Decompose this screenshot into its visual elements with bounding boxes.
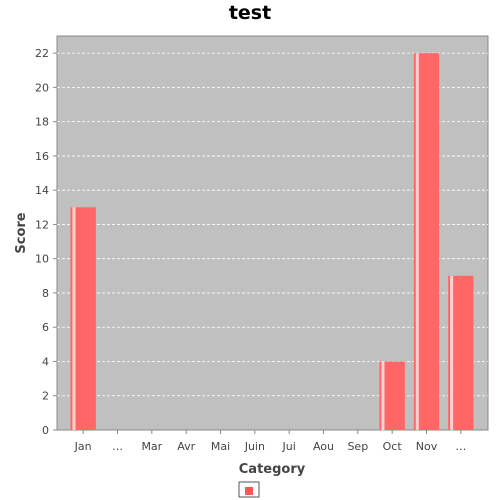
x-tick-label: Aou <box>313 440 334 453</box>
y-tick-label: 10 <box>35 253 49 266</box>
x-tick-label: Jui <box>282 440 296 453</box>
y-tick-label: 4 <box>42 355 49 368</box>
x-tick-label: … <box>455 440 466 453</box>
bar-highlight <box>72 207 76 430</box>
bar-highlight <box>415 53 419 431</box>
x-tick-label: Mai <box>211 440 230 453</box>
x-tick-label: … <box>112 440 123 453</box>
chart-title: test <box>228 2 272 24</box>
y-tick-label: 14 <box>35 184 49 197</box>
y-tick-label: 2 <box>42 390 49 403</box>
y-tick-label: 12 <box>35 218 49 231</box>
x-tick-label: Mar <box>141 440 162 453</box>
y-tick-label: 18 <box>35 116 49 129</box>
y-tick-label: 22 <box>35 47 49 60</box>
x-tick-label: Oct <box>383 440 403 453</box>
x-tick-label: Nov <box>416 440 438 453</box>
gridlines <box>57 52 488 397</box>
bars <box>70 53 474 431</box>
x-tick-label: Avr <box>177 440 195 453</box>
axes: 0 2 4 6 8 10 12 14 16 18 20 22 Jan … Mar Avr Mai Juin Jui A… <box>35 47 466 453</box>
y-tick-label: 20 <box>35 81 49 94</box>
y-axis-title: Score <box>14 212 29 253</box>
y-tick-label: 6 <box>42 321 49 334</box>
x-tick-label: Sep <box>347 440 368 453</box>
bar-highlight <box>450 275 454 430</box>
bar-highlight <box>381 361 385 430</box>
x-tick-label: Jan <box>74 440 92 453</box>
legend <box>238 481 260 498</box>
y-tick-label: 16 <box>35 150 49 163</box>
x-tick-label: Juin <box>244 440 265 453</box>
y-tick-label: 0 <box>42 424 49 437</box>
x-axis-title: Category <box>239 462 306 477</box>
legend-swatch <box>245 487 253 495</box>
y-tick-label: 8 <box>42 287 49 300</box>
